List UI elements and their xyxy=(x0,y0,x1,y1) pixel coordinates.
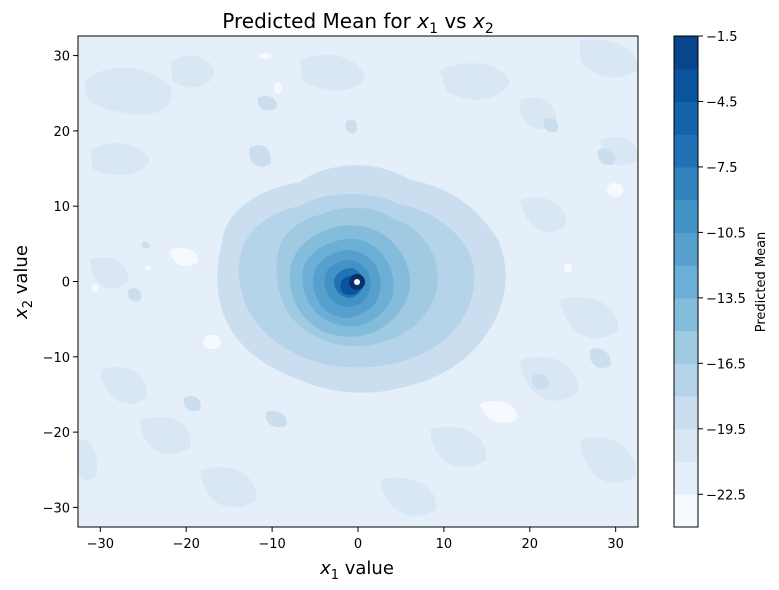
chart-title: Predicted Mean for x1 vs x2 xyxy=(222,9,493,37)
x-axis-label: x1 value xyxy=(319,558,394,583)
colorbar-band xyxy=(674,166,698,201)
colorbar-label: Predicted Mean xyxy=(754,232,769,333)
colorbar-band xyxy=(674,428,698,463)
colorbar-band xyxy=(674,297,698,332)
x-tick-label: 20 xyxy=(522,537,539,552)
x-axis: −30 −20 −10 0 10 20 30 xyxy=(87,527,624,552)
colorbar-band xyxy=(674,396,698,430)
x-tick-label: 30 xyxy=(607,537,624,552)
y-tick-label: 20 xyxy=(53,125,70,140)
colorbar: −1.5 −4.5 −7.5 −10.5 −13.5 −16.5 −19.5 −22.5 xyxy=(673,30,746,528)
y-tick-label: −30 xyxy=(43,501,70,516)
colorbar-band xyxy=(674,232,698,266)
colorbar-tick-label: −1.5 xyxy=(706,30,738,45)
central-contours xyxy=(217,165,506,393)
colorbar-band xyxy=(674,461,698,495)
colorbar-band xyxy=(674,68,698,102)
colorbar-band xyxy=(674,494,698,528)
x-tick-label: −20 xyxy=(173,537,200,552)
colorbar-band xyxy=(674,134,698,168)
y-axis-label: x2 value xyxy=(11,245,36,320)
colorbar-band xyxy=(674,199,698,233)
colorbar-band xyxy=(674,363,698,397)
colorbar-tick-label: −10.5 xyxy=(706,226,746,241)
y-tick-label: 10 xyxy=(53,200,70,215)
colorbar-tick-label: −4.5 xyxy=(706,95,738,110)
x-tick-label: −30 xyxy=(87,537,114,552)
y-tick-label: 0 xyxy=(62,276,70,291)
y-tick-label: −20 xyxy=(43,426,70,441)
colorbar-tick-label: −22.5 xyxy=(706,488,746,503)
colorbar-tick-label: −7.5 xyxy=(706,161,738,176)
colorbar-tick-label: −13.5 xyxy=(706,292,746,307)
colorbar-tick-label: −16.5 xyxy=(706,357,746,372)
colorbar-tick-label: −19.5 xyxy=(706,423,746,438)
y-axis: −30 −20 −10 0 10 20 30 xyxy=(43,50,78,516)
colorbar-band xyxy=(674,36,698,70)
x-tick-label: 10 xyxy=(436,537,453,552)
colorbar-frame xyxy=(673,35,699,528)
y-tick-label: −10 xyxy=(43,351,70,366)
colorbar-band xyxy=(674,101,698,135)
y-tick-label: 30 xyxy=(53,50,70,65)
x-tick-label: 0 xyxy=(354,537,362,552)
colorbar-band xyxy=(674,330,698,364)
plot-area xyxy=(78,36,638,527)
colorbar-band xyxy=(674,265,698,299)
x-tick-label: −10 xyxy=(258,537,285,552)
